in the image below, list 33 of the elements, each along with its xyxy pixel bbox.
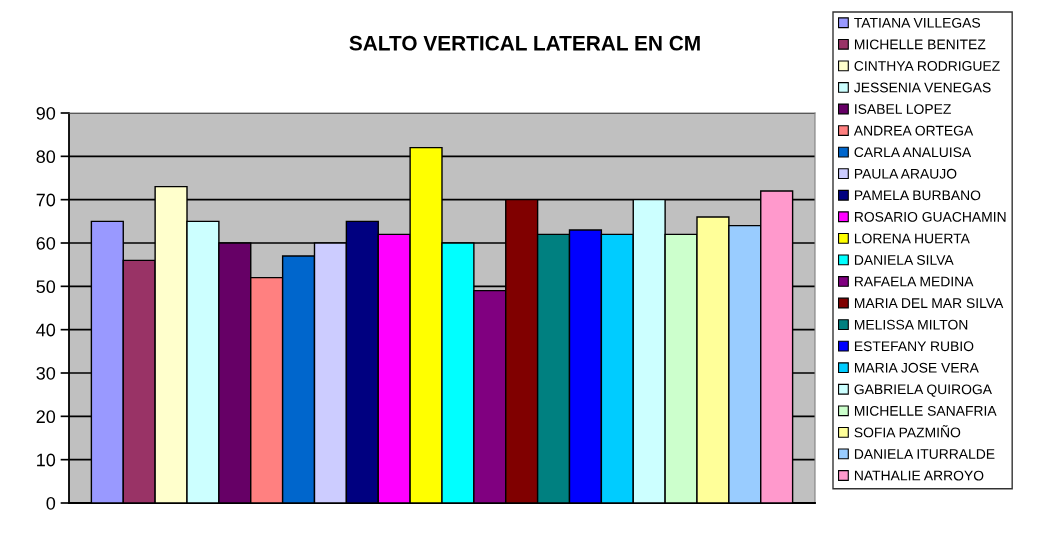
y-tick-label: 30 [36, 366, 56, 380]
legend-label: TATIANA VILLEGAS [854, 17, 981, 28]
legend-label: CARLA ANALUISA [854, 147, 972, 158]
legend-label: PAMELA BURBANO [854, 190, 981, 201]
legend-label: DANIELA ITURRALDE [854, 449, 995, 459]
legend-label: LORENA HUERTA [854, 233, 970, 244]
legend-label: ANDREA ORTEGA [853, 125, 974, 136]
y-tick-label: 50 [36, 280, 56, 294]
legend-label: MARIA JOSE VERA [854, 362, 979, 373]
y-tick-label: 60 [36, 236, 56, 250]
legend-label: DANIELA SILVA [854, 255, 954, 265]
legend-label: SOFIA PAZMIÑO [854, 425, 961, 438]
legend-label: PAULA ARAUJO [854, 168, 957, 179]
legend-label: NATHALIE ARROYO [854, 470, 984, 481]
y-tick-label: 20 [36, 410, 56, 424]
legend-label: MELISSA MILTON [854, 319, 968, 330]
legend-label: ESTEFANY RUBIO [854, 341, 974, 352]
y-tick-label: 0 [46, 496, 56, 510]
legend-label: ROSARIO GUACHAMIN [854, 211, 1006, 222]
legend-label: MICHELLE BENITEZ [854, 39, 986, 50]
legend-label: GABRIELA QUIROGA [854, 384, 992, 397]
y-tick-label: 90 [36, 106, 56, 120]
chart-title: SALTO VERTICAL LATERAL EN CM [349, 35, 700, 51]
legend-label: JESSENIA VENEGAS [854, 82, 991, 93]
legend-label: RAFAELA MEDINA [854, 276, 974, 287]
legend-label: MARIA DEL MAR SILVA [854, 298, 1004, 309]
y-tick-label: 40 [36, 323, 56, 337]
legend-label: CINTHYA RODRIGUEZ [854, 61, 1000, 71]
legend-label: MICHELLE SANAFRIA [854, 405, 997, 416]
y-tick-label: 70 [36, 193, 56, 207]
legend-label: ISABEL LOPEZ [855, 104, 951, 114]
y-tick-label: 10 [37, 453, 56, 467]
y-tick-label: 80 [36, 150, 56, 164]
